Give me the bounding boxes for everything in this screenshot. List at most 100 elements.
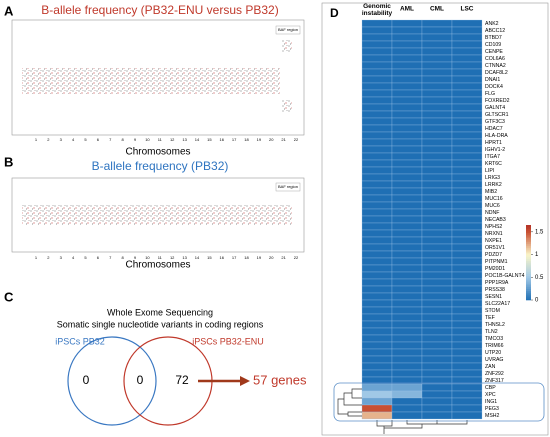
heatmap-cell: [421, 292, 453, 301]
x-tick-label: 10: [145, 255, 150, 260]
heatmap-cell: [451, 159, 483, 168]
heatmap-cell: [361, 61, 393, 70]
heatmap-cell: [361, 313, 393, 322]
x-tick-label: 22: [294, 255, 299, 260]
x-axis-label: Chromosomes: [125, 260, 190, 271]
x-tick-label: 8: [122, 255, 125, 260]
gene-label: PM20D1: [485, 266, 505, 272]
heatmap-cell: [361, 383, 393, 392]
legend-text: BAF region: [278, 27, 298, 32]
heatmap-cell: [391, 292, 423, 301]
scatter-band: [22, 68, 280, 94]
x-tick-label: 15: [207, 255, 212, 260]
heatmap-cell: [361, 75, 393, 84]
gene-label: POC1B-GALNT4: [485, 273, 525, 279]
heatmap-cell: [451, 250, 483, 259]
heatmap-cell: [421, 96, 453, 105]
heatmap-cell: [391, 173, 423, 182]
gene-label: DNAI1: [485, 77, 500, 83]
x-axis-label: Chromosomes: [125, 147, 190, 158]
heatmap-cell: [451, 383, 483, 392]
x-tick-label: 14: [195, 137, 200, 142]
heatmap-cell: [391, 250, 423, 259]
gene-label: MUC16: [485, 196, 503, 202]
heatmap-cell: [391, 243, 423, 252]
heatmap-cell: [421, 173, 453, 182]
heatmap-cell: [421, 110, 453, 119]
panel-label: D: [330, 6, 339, 20]
heatmap-cell: [391, 68, 423, 77]
column-label: Genomic instability: [362, 3, 393, 17]
heatmap-cell: [421, 145, 453, 154]
gene-label: TMCO3: [485, 336, 503, 342]
colorbar-segment: [526, 277, 531, 280]
heatmap-cell: [421, 404, 453, 413]
colorbar-segment: [526, 253, 531, 256]
gene-label: MSH2: [485, 413, 500, 419]
heatmap-cell: [361, 187, 393, 196]
colorbar-segment: [526, 251, 531, 254]
colorbar-segment: [526, 270, 531, 273]
gene-label: LRRK2: [485, 182, 502, 188]
gene-label: PRSS38: [485, 287, 505, 293]
heatmap-cell: [361, 26, 393, 35]
set-label: iPSCs PB32-ENU: [192, 336, 264, 346]
heatmap-cell: [361, 208, 393, 217]
heatmap-cell: [421, 222, 453, 231]
colorbar-segment: [526, 249, 531, 252]
heatmap-cell: [361, 243, 393, 252]
heatmap-cell: [391, 397, 423, 406]
colorbar-segment: [526, 243, 531, 246]
gene-label: THNSL2: [485, 322, 505, 328]
result-text: 57 genes: [253, 372, 307, 387]
colorbar-segment: [526, 290, 531, 293]
heatmap-cell: [421, 243, 453, 252]
x-tick-label: 21: [281, 137, 286, 142]
heatmap-cell: [451, 89, 483, 98]
set-label: iPSCs PB32: [55, 336, 105, 346]
heatmap-cell: [421, 61, 453, 70]
scatter-band: [22, 205, 292, 225]
heatmap-cell: [361, 117, 393, 126]
colorbar-segment: [526, 241, 531, 245]
gene-label: TLN2: [485, 329, 498, 335]
heatmap-cell: [391, 187, 423, 196]
x-tick-label: 22: [294, 137, 299, 142]
heatmap-cell: [391, 271, 423, 280]
x-tick-label: 15: [207, 137, 212, 142]
heatmap-cell: [421, 341, 453, 350]
gene-label: DCAF8L2: [485, 70, 508, 76]
colorbar-tick-label: 0.5: [535, 275, 544, 281]
heatmap-cell: [451, 201, 483, 210]
heatmap-cell: [421, 397, 453, 406]
heatmap-cell: [451, 236, 483, 245]
heatmap-cell: [451, 138, 483, 147]
x-tick-label: 7: [109, 255, 112, 260]
heatmap-cell: [361, 40, 393, 49]
heatmap-cell: [421, 194, 453, 203]
heatmap-cell: [361, 145, 393, 154]
heatmap-cell: [421, 383, 453, 392]
heatmap-cell: [391, 180, 423, 189]
gene-label: ZAN: [485, 364, 496, 370]
heatmap-cell: [361, 19, 393, 28]
heatmap-cell: [421, 390, 453, 399]
heatmap-cell: [451, 222, 483, 231]
x-tick-label: 13: [182, 137, 187, 142]
heatmap-cell: [421, 271, 453, 280]
colorbar-segment: [526, 247, 531, 250]
heatmap-cell: [421, 131, 453, 140]
heatmap-cell: [391, 236, 423, 245]
x-tick-label: 8: [122, 137, 125, 142]
colorbar-segment: [526, 298, 531, 301]
heatmap-cell: [361, 250, 393, 259]
colorbar-segment: [526, 262, 531, 265]
colorbar-segment: [526, 264, 531, 267]
heatmap-cell: [421, 285, 453, 294]
panel-title: B-allele frequency (PB32): [92, 159, 229, 173]
colorbar-segment: [526, 279, 531, 282]
gene-label: UVRAG: [485, 357, 503, 363]
heatmap-cell: [391, 348, 423, 357]
heatmap-cell: [451, 96, 483, 105]
heatmap-cell: [421, 47, 453, 56]
